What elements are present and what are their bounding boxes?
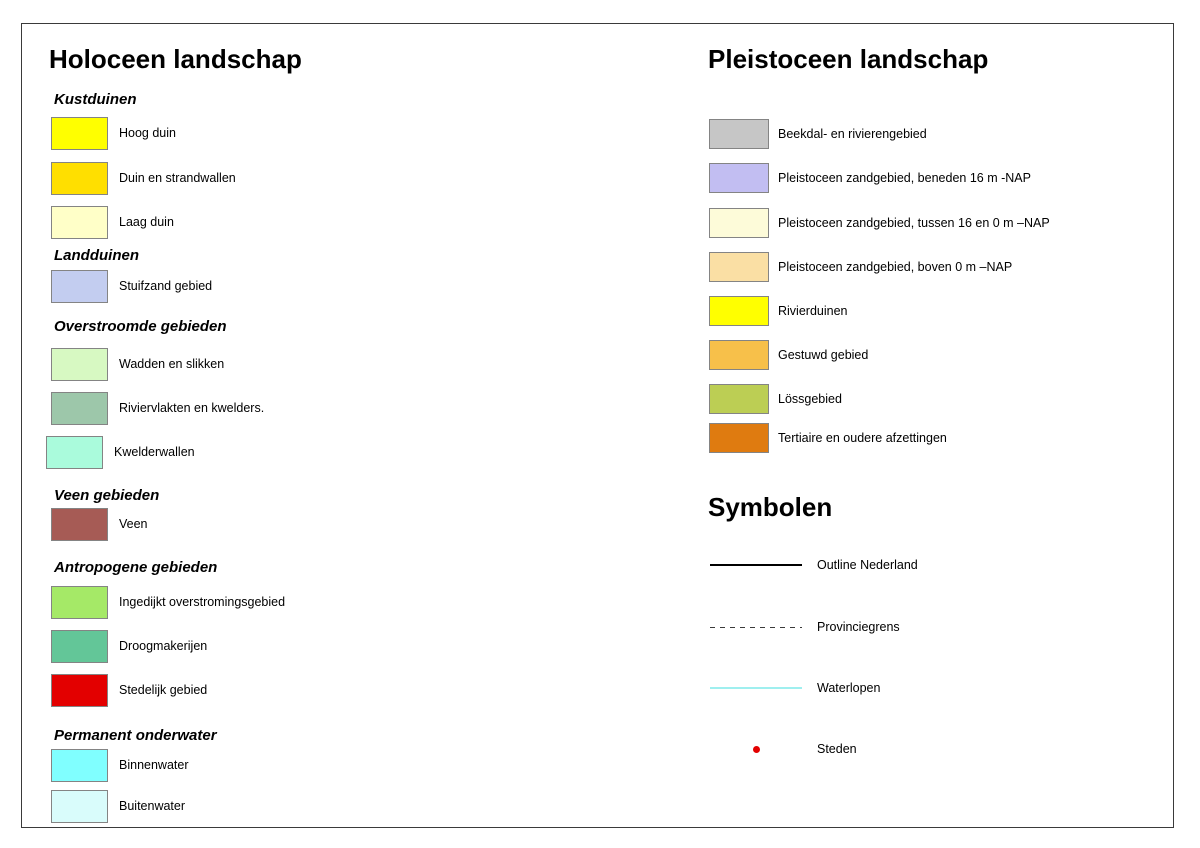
color-swatch: [709, 384, 769, 414]
legend-item-label: Wadden en slikken: [119, 357, 225, 371]
section-heading-landduinen: Landduinen: [54, 247, 139, 264]
symbol-item-steden: Steden: [710, 739, 857, 759]
symbol-label: Steden: [817, 742, 857, 756]
legend-item-hoog-duin: Hoog duin: [51, 117, 176, 150]
legend-item-lossgebied: Lössgebied: [709, 384, 842, 414]
legend-item-label: Stuifzand gebied: [119, 279, 213, 293]
legend-item-label: Tertiaire en oudere afzettingen: [778, 430, 947, 445]
section-heading-antropogene: Antropogene gebieden: [54, 559, 218, 576]
color-swatch: [51, 270, 108, 303]
legend-item-label: Beekdal- en rivierengebied: [778, 126, 927, 141]
symbol-item-provinciegrens: Provinciegrens: [710, 617, 900, 637]
legend-item-wadden: Wadden en slikken: [51, 348, 224, 381]
color-swatch: [709, 163, 769, 193]
color-swatch: [51, 749, 108, 782]
color-swatch: [46, 436, 103, 469]
legend-item-label: Rivierduinen: [778, 303, 848, 318]
section-heading-permanent-onderwater: Permanent onderwater: [54, 727, 217, 744]
pleistoceen-title: Pleistoceen landschap: [708, 44, 989, 74]
legend-item-beekdal: Beekdal- en rivierengebied: [709, 119, 927, 149]
legend-item-label: Duin en strandwallen: [119, 171, 236, 185]
legend-item-label: Pleistoceen zandgebied, boven 0 m –NAP: [778, 259, 1013, 274]
color-swatch: [51, 790, 108, 823]
legend-frame: [21, 23, 1174, 828]
color-swatch: [51, 117, 108, 150]
legend-item-stuifzand: Stuifzand gebied: [51, 270, 212, 303]
color-swatch: [51, 206, 108, 239]
legend-item-zand-tussen: Pleistoceen zandgebied, tussen 16 en 0 m…: [709, 208, 1050, 238]
symbol-item-waterlopen: Waterlopen: [710, 678, 880, 698]
color-swatch: [51, 630, 108, 663]
outline-line-icon: [710, 564, 802, 566]
legend-item-label: Hoog duin: [119, 126, 176, 140]
legend-item-veen: Veen: [51, 508, 148, 541]
dashed-line-icon: [710, 626, 802, 628]
symbol-item-outline-nederland: Outline Nederland: [710, 555, 918, 575]
color-swatch: [51, 674, 108, 707]
legend-item-kwelderwallen: Kwelderwallen: [46, 436, 195, 469]
legend-item-gestuwd: Gestuwd gebied: [709, 340, 868, 370]
legend-item-riviervlakten: Riviervlakten en kwelders.: [51, 392, 264, 425]
legend-item-ingedijkt: Ingedijkt overstromingsgebied: [51, 586, 285, 619]
legend-item-label: Stedelijk gebied: [119, 683, 208, 697]
symbol-label: Waterlopen: [817, 681, 881, 695]
legend-item-tertiaire: Tertiaire en oudere afzettingen: [709, 423, 947, 453]
legend-item-label: Binnenwater: [119, 758, 189, 772]
legend-item-label: Laag duin: [119, 215, 174, 229]
legend-item-label: Gestuwd gebied: [778, 347, 869, 362]
color-swatch: [51, 162, 108, 195]
holoceen-title: Holoceen landschap: [49, 44, 302, 74]
legend-item-label: Kwelderwallen: [114, 445, 195, 459]
legend-item-buitenwater: Buitenwater: [51, 790, 185, 823]
symbol-label: Outline Nederland: [817, 558, 918, 572]
color-swatch: [51, 586, 108, 619]
color-swatch: [51, 348, 108, 381]
legend-item-stedelijk: Stedelijk gebied: [51, 674, 207, 707]
legend-item-label: Pleistoceen zandgebied, beneden 16 m -NA…: [778, 170, 1031, 185]
legend-item-label: Riviervlakten en kwelders.: [119, 401, 265, 415]
color-swatch: [51, 508, 108, 541]
legend-item-droogmakerijen: Droogmakerijen: [51, 630, 207, 663]
color-swatch: [709, 423, 769, 453]
section-heading-kustduinen: Kustduinen: [54, 91, 137, 108]
legend-item-label: Buitenwater: [119, 799, 186, 813]
color-swatch: [709, 340, 769, 370]
legend-item-label: Pleistoceen zandgebied, tussen 16 en 0 m…: [778, 215, 1050, 230]
water-line-icon: [710, 687, 802, 689]
color-swatch: [51, 392, 108, 425]
legend-item-duin-strandwallen: Duin en strandwallen: [51, 162, 236, 195]
legend-item-label: Veen: [119, 517, 148, 531]
legend-item-zand-boven: Pleistoceen zandgebied, boven 0 m –NAP: [709, 252, 1012, 282]
symbol-label: Provinciegrens: [817, 620, 900, 634]
color-swatch: [709, 296, 769, 326]
legend-item-rivierduinen: Rivierduinen: [709, 296, 847, 326]
legend-item-binnenwater: Binnenwater: [51, 749, 189, 782]
symbolen-title: Symbolen: [708, 492, 833, 522]
color-swatch: [709, 252, 769, 282]
section-heading-veen: Veen gebieden: [54, 487, 160, 504]
legend-item-zand-beneden: Pleistoceen zandgebied, beneden 16 m -NA…: [709, 163, 1031, 193]
legend-item-laag-duin: Laag duin: [51, 206, 174, 239]
color-swatch: [709, 208, 769, 238]
legend-item-label: Ingedijkt overstromingsgebied: [119, 595, 286, 609]
section-heading-overstroomde: Overstroomde gebieden: [54, 318, 227, 335]
legend-item-label: Droogmakerijen: [119, 639, 208, 653]
legend-item-label: Lössgebied: [778, 391, 842, 406]
city-dot-icon: [710, 745, 802, 753]
color-swatch: [709, 119, 769, 149]
